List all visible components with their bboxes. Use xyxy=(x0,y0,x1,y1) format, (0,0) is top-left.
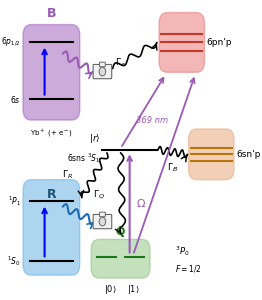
Text: $\mathrm{Yb}^+$ (+ e$^-$): $\mathrm{Yb}^+$ (+ e$^-$) xyxy=(30,128,73,139)
FancyBboxPatch shape xyxy=(93,214,112,229)
Circle shape xyxy=(99,217,106,226)
Text: 369 nm: 369 nm xyxy=(136,116,168,124)
Text: $6p_{1/2}$: $6p_{1/2}$ xyxy=(1,35,21,48)
FancyBboxPatch shape xyxy=(100,212,105,217)
Text: 6sn'p: 6sn'p xyxy=(236,150,261,159)
FancyBboxPatch shape xyxy=(100,62,105,67)
Text: B: B xyxy=(47,7,56,20)
Text: Q: Q xyxy=(116,226,125,236)
Text: $\Gamma_R$: $\Gamma_R$ xyxy=(62,169,73,182)
FancyBboxPatch shape xyxy=(23,180,80,275)
Text: $F=1/2$: $F=1/2$ xyxy=(175,263,202,274)
FancyBboxPatch shape xyxy=(91,239,150,278)
Text: R: R xyxy=(47,188,56,201)
Text: $6s$: $6s$ xyxy=(10,94,21,104)
Text: $|0\rangle$: $|0\rangle$ xyxy=(104,283,117,296)
FancyBboxPatch shape xyxy=(23,25,80,120)
Text: $\Gamma_Q$: $\Gamma_Q$ xyxy=(93,188,105,201)
Text: $\Gamma_a$: $\Gamma_a$ xyxy=(115,57,126,69)
Circle shape xyxy=(99,67,106,76)
Text: $^1S_0$: $^1S_0$ xyxy=(7,254,21,268)
Text: 6sns $^3S_1$: 6sns $^3S_1$ xyxy=(67,151,100,165)
Text: $^1P_1$: $^1P_1$ xyxy=(8,194,21,208)
Text: $^3P_0$: $^3P_0$ xyxy=(175,244,189,258)
FancyBboxPatch shape xyxy=(189,129,234,180)
Text: $|1\rangle$: $|1\rangle$ xyxy=(127,283,139,296)
FancyBboxPatch shape xyxy=(93,64,112,79)
FancyBboxPatch shape xyxy=(159,13,204,72)
Text: $\Omega$: $\Omega$ xyxy=(137,197,146,209)
Text: $\Gamma_B$: $\Gamma_B$ xyxy=(167,162,178,174)
Text: 6pn'p: 6pn'p xyxy=(207,38,232,47)
Text: $|r\rangle$: $|r\rangle$ xyxy=(89,132,100,146)
